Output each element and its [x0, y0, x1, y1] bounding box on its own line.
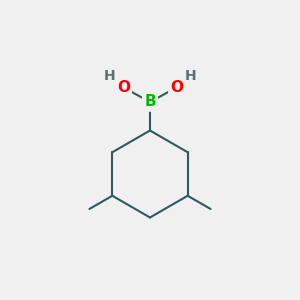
Text: H: H: [103, 69, 115, 83]
Text: H: H: [185, 69, 196, 83]
Text: B: B: [144, 94, 156, 110]
Text: O: O: [117, 80, 130, 95]
Text: O: O: [170, 80, 183, 95]
